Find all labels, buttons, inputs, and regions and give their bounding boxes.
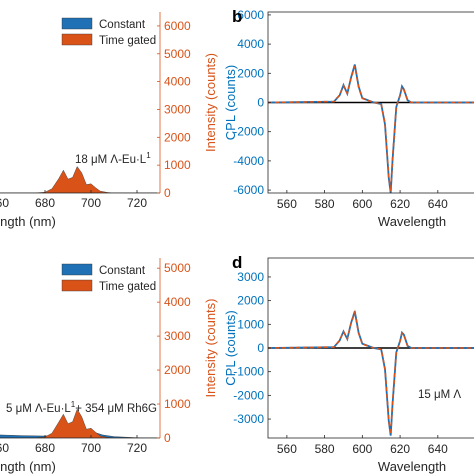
y-tick-label: 4000 [237,37,264,51]
x-axis-label: Wavelength [378,214,446,229]
annotation: 18 μM Λ-Eu·L1 [75,151,151,166]
y-axis-label: CPL (counts) [223,310,238,385]
x-tick-label: 580 [315,197,335,211]
y-tick-label: 1000 [164,158,191,172]
x-tick-label: 600 [352,442,372,456]
y-tick-label: -6000 [233,183,264,197]
constant-line [268,311,474,436]
y-tick-label: -2000 [233,388,264,402]
y-tick-label: 5000 [164,47,191,61]
y-tick-label: 4000 [164,295,191,309]
legend-label: Time gated [99,35,156,47]
annotation: 15 μM Λ [418,389,461,401]
panel-letter: b [232,7,242,26]
x-axis-label: ngth (nm) [0,459,56,474]
y-tick-label: 1000 [164,397,191,411]
plot-area [0,166,160,193]
x-tick-label: 720 [127,441,147,455]
x-tick-label: 640 [428,442,448,456]
time-gated-area [0,166,160,193]
x-tick-label: 640 [428,197,448,211]
y-tick-label: 5000 [164,261,191,275]
legend-swatch [61,33,93,46]
y-axis-label: CPL (counts) [223,65,238,140]
legend-label: Constant [99,19,146,31]
x-tick-label: 560 [277,442,297,456]
x-tick-label: 680 [35,441,55,455]
y-tick-label: 6000 [237,8,264,22]
x-tick-label: 660 [0,441,9,455]
y-tick-label: 0 [164,431,171,445]
legend-label: Constant [99,265,146,277]
x-tick-label: 700 [81,196,101,210]
annotation-text: 5 μM Λ-Eu·L [6,403,71,415]
x-tick-label: 580 [315,442,335,456]
y-tick-label: 2000 [164,363,191,377]
legend-swatch [61,279,93,292]
x-tick-label: 720 [127,196,147,210]
annotation-tail: + 354 μM Rh6G [75,403,157,415]
x-tick-label: 620 [390,197,410,211]
y-tick-label: 2000 [237,66,264,80]
panel-2: 560 580 600 620 640 -6000 -4000 -2000 0 2000 4000 6… [223,7,474,229]
plot-area [0,408,160,438]
x-tick-label: 660 [0,196,9,210]
x-tick-label: 700 [81,441,101,455]
y-tick-label: 0 [164,186,171,200]
y-tick-label: -1000 [233,365,264,379]
y-tick-label: 0 [257,96,264,110]
y-axis-label: Intensity (counts) [203,53,218,152]
x-tick-label: 680 [35,196,55,210]
legend-swatch [61,17,93,30]
x-tick-label: 560 [277,197,297,211]
plot-area [268,309,474,436]
x-tick-label: 600 [352,197,372,211]
y-tick-label: 3000 [164,102,191,116]
y-tick-label: -2000 [233,125,264,139]
time-gated-line [268,309,474,435]
y-tick-label: 2000 [164,130,191,144]
y-tick-label: 0 [257,341,264,355]
time-gated-area [0,408,160,438]
annotation: 5 μM Λ-Eu·L1+ 354 μM Rh6G [6,400,157,415]
y-tick-label: 1000 [237,317,264,331]
y-tick-label: 6000 [164,19,191,33]
y-tick-label: -4000 [233,154,264,168]
x-axis-label: Wavelength [378,459,446,474]
x-tick-label: 620 [390,442,410,456]
legend-label: Time gated [99,281,156,293]
panel-letter: d [232,253,242,272]
panel-3: 640660680700720010002000300040005000ngth… [0,258,218,474]
annotation-sup: 1 [146,151,151,160]
x-axis-label: ngth (nm) [0,214,56,229]
plot-area [268,64,474,193]
y-tick-label: 4000 [164,75,191,89]
panel-4: 560 580 600 620 640 -3000 -2000 -1000 0 1000 2000 3… [223,253,474,474]
time-gated-line [268,65,474,192]
constant-line [268,64,474,193]
y-tick-label: 2000 [237,294,264,308]
y-tick-label: 3000 [237,270,264,284]
annotation-sup: 1 [71,400,76,409]
y-axis-label: Intensity (counts) [203,299,218,398]
panel-1: 6406606807007200100020003000400050006000… [0,12,218,229]
y-tick-label: 3000 [164,329,191,343]
annotation-text: 18 μM Λ-Eu·L [75,154,147,166]
legend-swatch [61,263,93,276]
y-tick-label: -3000 [233,412,264,426]
